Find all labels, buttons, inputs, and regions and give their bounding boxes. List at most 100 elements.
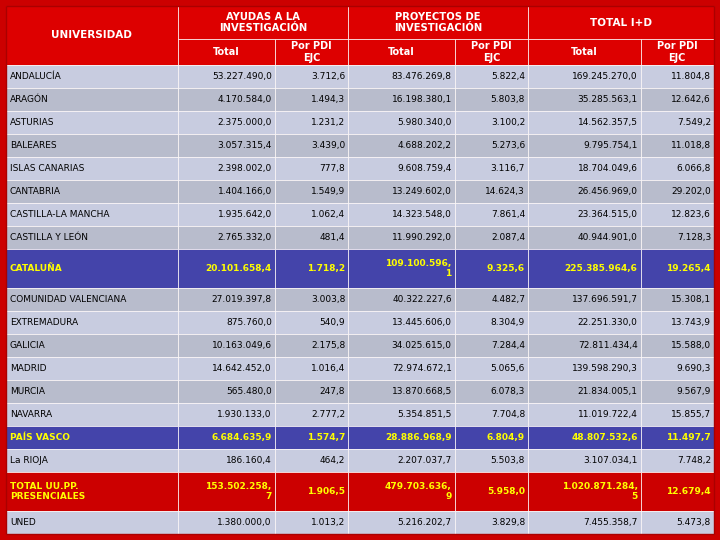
Text: 15.588,0: 15.588,0 — [671, 341, 711, 350]
Bar — [348, 6, 528, 39]
Text: 7.861,4: 7.861,4 — [491, 210, 525, 219]
Text: 9.690,3: 9.690,3 — [677, 364, 711, 373]
Text: 1.906,5: 1.906,5 — [307, 487, 345, 496]
Text: 1.494,3: 1.494,3 — [311, 95, 345, 104]
Bar — [275, 226, 348, 249]
Bar — [178, 111, 275, 134]
Text: TOTAL I+D: TOTAL I+D — [590, 17, 652, 28]
Bar — [641, 449, 714, 472]
Text: 29.202,0: 29.202,0 — [671, 187, 711, 196]
Bar — [528, 39, 641, 65]
Bar — [348, 403, 455, 426]
Text: 1.013,2: 1.013,2 — [311, 518, 345, 527]
Bar — [178, 449, 275, 472]
Text: UNED: UNED — [10, 518, 36, 527]
Text: 3.439,0: 3.439,0 — [311, 141, 345, 150]
Bar — [6, 288, 178, 311]
Bar — [348, 226, 455, 249]
Bar — [6, 426, 178, 449]
Text: 6.078,3: 6.078,3 — [491, 387, 525, 396]
Bar — [275, 111, 348, 134]
Bar — [455, 403, 528, 426]
Bar — [641, 39, 714, 65]
Text: Total: Total — [213, 47, 240, 57]
Bar — [641, 380, 714, 403]
Text: 19.265,4: 19.265,4 — [667, 264, 711, 273]
Text: Por PDI
EJC: Por PDI EJC — [471, 41, 512, 63]
Text: 9.608.759,4: 9.608.759,4 — [397, 164, 451, 173]
Text: 22.251.330,0: 22.251.330,0 — [577, 318, 638, 327]
Text: 72.974.672,1: 72.974.672,1 — [392, 364, 451, 373]
Bar — [528, 311, 641, 334]
Bar — [6, 157, 178, 180]
Bar — [275, 180, 348, 203]
Bar — [275, 357, 348, 380]
Text: 139.598.290,3: 139.598.290,3 — [572, 364, 638, 373]
Text: 247,8: 247,8 — [320, 387, 345, 396]
Bar — [348, 157, 455, 180]
Text: 23.364.515,0: 23.364.515,0 — [577, 210, 638, 219]
Text: 2.777,2: 2.777,2 — [311, 410, 345, 419]
Bar — [455, 380, 528, 403]
Text: 27.019.397,8: 27.019.397,8 — [212, 295, 271, 304]
Text: CANTABRIA: CANTABRIA — [10, 187, 61, 196]
Bar — [348, 65, 455, 88]
Text: 5.958,0: 5.958,0 — [487, 487, 525, 496]
Text: 7.284,4: 7.284,4 — [491, 341, 525, 350]
Bar — [348, 357, 455, 380]
Bar — [6, 226, 178, 249]
Bar — [528, 88, 641, 111]
Text: 15.308,1: 15.308,1 — [671, 295, 711, 304]
Text: 21.834.005,1: 21.834.005,1 — [577, 387, 638, 396]
Text: 20.101.658,4: 20.101.658,4 — [205, 264, 271, 273]
Text: 3.107.034,1: 3.107.034,1 — [583, 456, 638, 465]
Text: 5.503,8: 5.503,8 — [491, 456, 525, 465]
Bar — [178, 472, 275, 511]
Bar — [641, 334, 714, 357]
Text: 13.445.606,0: 13.445.606,0 — [392, 318, 451, 327]
Text: 1.020.871.284,
5: 1.020.871.284, 5 — [562, 482, 638, 501]
Text: 2.087,4: 2.087,4 — [491, 233, 525, 242]
Text: 7.704,8: 7.704,8 — [491, 410, 525, 419]
Text: CASTILLA Y LEÓN: CASTILLA Y LEÓN — [10, 233, 88, 242]
Text: ARAGÓN: ARAGÓN — [10, 95, 49, 104]
Bar — [348, 380, 455, 403]
Bar — [6, 472, 178, 511]
Bar — [641, 472, 714, 511]
Bar — [641, 180, 714, 203]
Bar — [528, 426, 641, 449]
Text: 6.066,8: 6.066,8 — [677, 164, 711, 173]
Bar — [348, 39, 455, 65]
Text: 5.354.851,5: 5.354.851,5 — [397, 410, 451, 419]
Bar — [6, 111, 178, 134]
Text: AYUDAS A LA
INVESTIGACIÓN: AYUDAS A LA INVESTIGACIÓN — [219, 12, 307, 33]
Text: CASTILLA-LA MANCHA: CASTILLA-LA MANCHA — [10, 210, 109, 219]
Bar — [178, 88, 275, 111]
Bar — [455, 226, 528, 249]
Bar — [455, 511, 528, 534]
Bar — [178, 134, 275, 157]
Text: 565.480,0: 565.480,0 — [226, 387, 271, 396]
Text: NAVARRA: NAVARRA — [10, 410, 52, 419]
Bar — [528, 511, 641, 534]
Bar — [528, 65, 641, 88]
Text: 8.304,9: 8.304,9 — [491, 318, 525, 327]
Text: 5.473,8: 5.473,8 — [677, 518, 711, 527]
Bar — [178, 226, 275, 249]
Text: Total: Total — [571, 47, 598, 57]
Text: 3.712,6: 3.712,6 — [311, 72, 345, 81]
Bar — [6, 334, 178, 357]
Bar — [178, 65, 275, 88]
Bar — [641, 511, 714, 534]
Text: 16.198.380,1: 16.198.380,1 — [392, 95, 451, 104]
Text: 14.642.452,0: 14.642.452,0 — [212, 364, 271, 373]
Bar — [275, 511, 348, 534]
Text: 2.398.002,0: 2.398.002,0 — [217, 164, 271, 173]
Bar — [455, 426, 528, 449]
Bar — [275, 157, 348, 180]
Text: ANDALUCÍA: ANDALUCÍA — [10, 72, 62, 81]
Text: 72.811.434,4: 72.811.434,4 — [578, 341, 638, 350]
Text: Por PDI
EJC: Por PDI EJC — [291, 41, 332, 63]
Bar — [528, 472, 641, 511]
Text: 5.980.340,0: 5.980.340,0 — [397, 118, 451, 127]
